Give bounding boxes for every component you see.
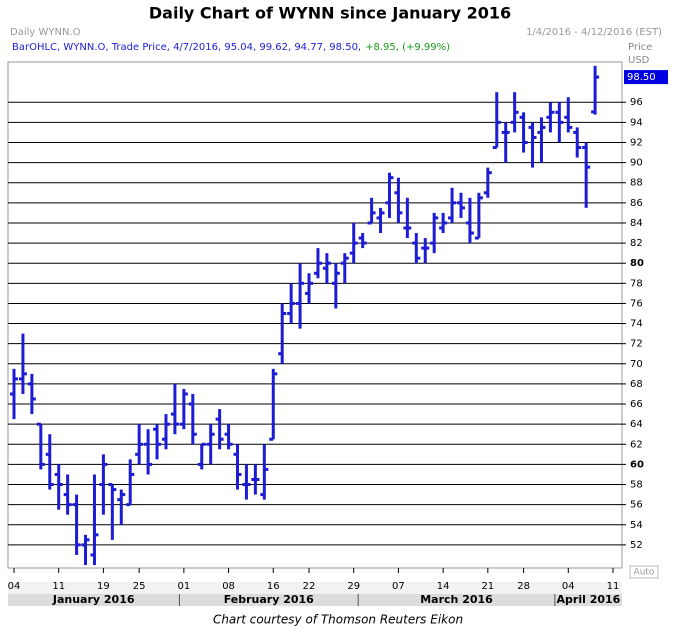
y-tick-label: 60 [630, 459, 644, 470]
header-change: +8.95, (+9.99%) [365, 42, 450, 53]
y-tick-label: 96 [630, 97, 643, 108]
y-tick-label: 66 [630, 399, 643, 410]
y-tick-label: 68 [630, 379, 643, 390]
instrument-label: Daily WYNN.O [10, 27, 81, 38]
y-tick-label: 52 [630, 540, 643, 551]
month-label: March 2016 [420, 593, 493, 606]
plot-frame [7, 61, 623, 569]
month-label: January 2016 [52, 593, 135, 606]
auto-button[interactable] [629, 565, 659, 579]
x-tick-label: 28 [517, 581, 530, 592]
y-tick-label: 82 [630, 238, 643, 249]
x-tick-label: 22 [303, 581, 316, 592]
currency-label: USD [628, 55, 650, 66]
y-tick-label: 94 [630, 117, 643, 128]
y-tick-label: 62 [630, 439, 643, 450]
x-tick-label: 04 [562, 581, 575, 592]
x-tick-label: 21 [481, 581, 494, 592]
x-tick-label: 11 [52, 581, 65, 592]
chart-title: Daily Chart of WYNN since January 2016 [149, 4, 511, 23]
auto-label: Auto [634, 568, 655, 578]
y-tick-label: 84 [630, 218, 643, 229]
caption: Chart courtesy of Thomson Reuters Eikon [213, 613, 463, 627]
x-tick-label: 25 [133, 581, 146, 592]
y-tick-label: 64 [630, 419, 643, 430]
x-tick-label: 04 [8, 581, 21, 592]
month-band [8, 594, 622, 606]
last-price-box [624, 70, 668, 85]
header-line: BarOHLC, WYNN.O, Trade Price, 4/7/2016, … [12, 42, 450, 53]
price-label: Price [628, 42, 652, 53]
month-label: February 2016 [224, 593, 314, 606]
x-tick-label: 14 [437, 581, 450, 592]
y-tick-label: 78 [630, 278, 643, 289]
y-tick-label: 70 [630, 359, 643, 370]
x-tick-label: 01 [177, 581, 190, 592]
y-tick-label: 88 [630, 178, 643, 189]
y-tick-label: 56 [630, 500, 643, 511]
y-tick-label: 90 [630, 158, 643, 169]
y-tick-label: 80 [630, 258, 644, 269]
y-tick-label: 92 [630, 137, 643, 148]
y-tick-label: 54 [630, 520, 643, 531]
last-price-label: 98.50 [627, 72, 656, 83]
month-label: April 2016 [557, 593, 621, 606]
y-tick-label: 86 [630, 198, 643, 209]
y-tick-label: 76 [630, 298, 643, 309]
x-tick-label: 07 [392, 581, 405, 592]
y-tick-label: 58 [630, 480, 643, 491]
y-tick-label: 72 [630, 339, 643, 350]
x-tick-label: 19 [97, 581, 110, 592]
x-tick-label: 11 [607, 581, 620, 592]
date-range: 1/4/2016 - 4/12/2016 (EST) [526, 27, 662, 38]
x-tick-label: 16 [267, 581, 280, 592]
x-tick-label: 29 [347, 581, 360, 592]
y-tick-label: 74 [630, 319, 643, 330]
header-text: BarOHLC, WYNN.O, Trade Price, 4/7/2016, … [12, 42, 361, 53]
x-tick-label: 08 [222, 581, 235, 592]
